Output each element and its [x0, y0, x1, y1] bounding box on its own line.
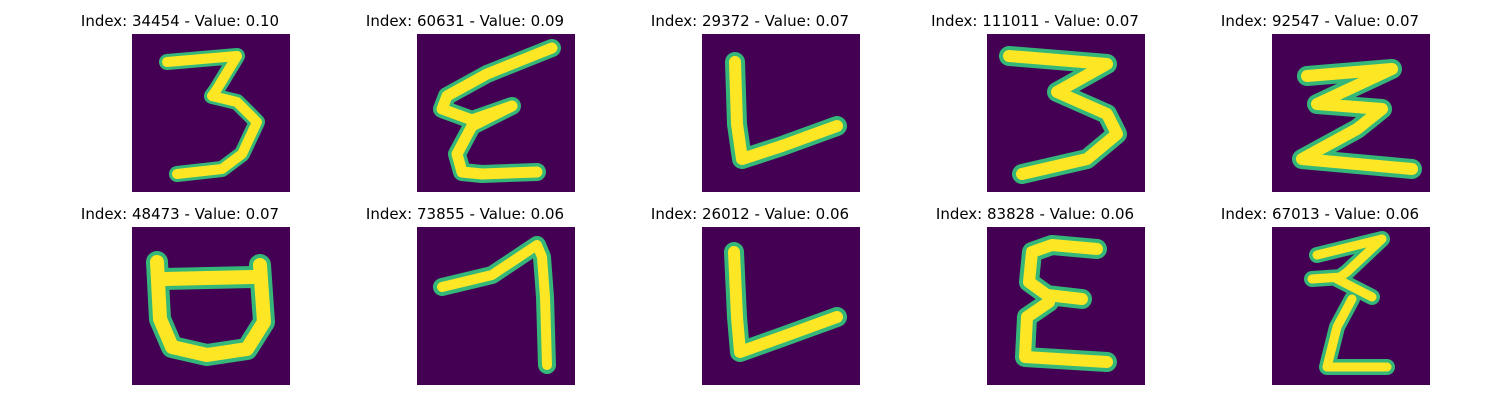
digit-image: [702, 34, 860, 192]
digit-image: [987, 227, 1145, 385]
panel-title: Index: 48473 - Value: 0.07: [80, 205, 280, 223]
panel-title: Index: 92547 - Value: 0.07: [1220, 12, 1420, 30]
digit-image: [132, 34, 290, 192]
panel-title: Index: 26012 - Value: 0.06: [650, 205, 850, 223]
panel-title: Index: 73855 - Value: 0.06: [365, 205, 565, 223]
panel-title: Index: 83828 - Value: 0.06: [935, 205, 1135, 223]
digit-image: [132, 227, 290, 385]
digit-image: [1272, 34, 1430, 192]
panel-title: Index: 60631 - Value: 0.09: [365, 12, 565, 30]
panel-title: Index: 67013 - Value: 0.06: [1220, 205, 1420, 223]
panel-title: Index: 34454 - Value: 0.10: [80, 12, 280, 30]
digit-image: [1272, 227, 1430, 385]
digit-image: [417, 227, 575, 385]
digit-image: [702, 227, 860, 385]
panel-title: Index: 111011 - Value: 0.07: [931, 12, 1139, 30]
digit-image: [987, 34, 1145, 192]
panel-title: Index: 29372 - Value: 0.07: [650, 12, 850, 30]
digit-image: [417, 34, 575, 192]
